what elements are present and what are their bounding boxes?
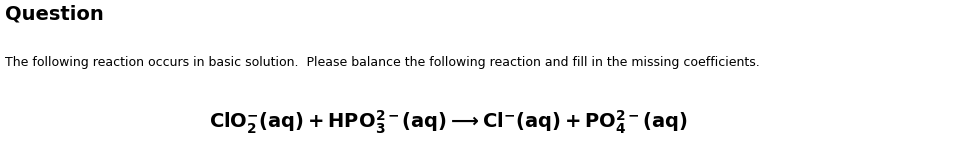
Text: $\mathbf{ClO_2^{\boldsymbol{-}}(aq) + HPO_3^{\boldsymbol{2-}}(aq) \longrightarro: $\mathbf{ClO_2^{\boldsymbol{-}}(aq) + HP… [209, 109, 687, 136]
Text: The following reaction occurs in basic solution.  Please balance the following r: The following reaction occurs in basic s… [5, 56, 759, 69]
Text: Question: Question [5, 4, 104, 23]
